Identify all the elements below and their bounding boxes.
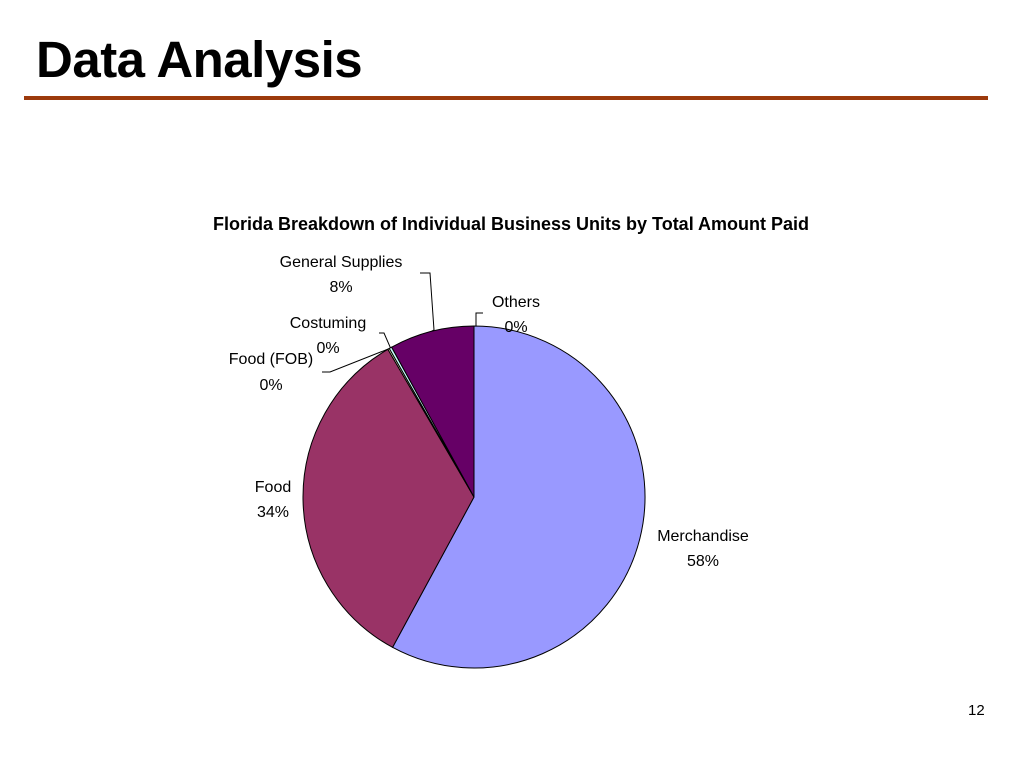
leader-line-general-supplies [420,272,435,332]
slice-label-food-fob-name: Food (FOB) [229,351,313,368]
leader-line-costuming [379,332,391,349]
slide-title: Data Analysis [36,31,363,88]
slice-label-others-name: Others [492,294,540,311]
slice-label-merchandise-name: Merchandise [657,528,749,545]
slice-label-food-percent: 34% [257,504,289,521]
chart-title: Florida Breakdown of Individual Business… [213,214,809,234]
slice-label-merchandise-percent: 58% [687,553,719,570]
slice-label-others-percent: 0% [504,319,527,336]
pie-slice-merchandise [391,325,646,669]
page-number: 12 [968,702,985,719]
slice-label-food-name: Food [255,479,291,496]
slice-label-general-supplies-name: General Supplies [280,254,403,271]
leader-lines [322,272,483,373]
pie-slices [302,325,646,669]
leader-line-others [475,312,483,326]
slice-label-costuming-name: Costuming [290,315,366,332]
slice-label-costuming-percent: 0% [316,340,339,357]
title-divider [24,96,988,100]
slice-label-food-fob-percent: 0% [259,377,282,394]
leader-line-food-fob [322,348,389,373]
slice-label-general-supplies-percent: 8% [329,279,352,296]
